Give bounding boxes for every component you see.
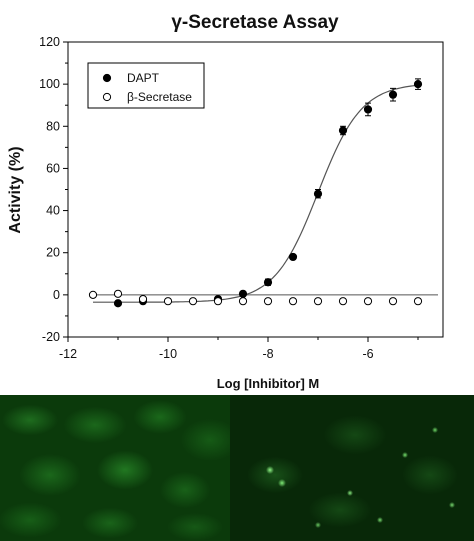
- y-tick-label: 80: [46, 119, 60, 133]
- dapt-point: [288, 252, 298, 262]
- legend-label: β-Secretase: [127, 90, 192, 104]
- y-tick-label: 100: [39, 77, 60, 91]
- beta-secretase-point: [263, 297, 273, 306]
- micrograph-left-image: [0, 395, 230, 541]
- beta-secretase-point: [138, 294, 148, 304]
- y-tick-label: -20: [42, 330, 60, 344]
- dapt-point: [413, 80, 423, 89]
- micrograph-strip: [0, 395, 474, 541]
- y-axis-label: Activity (%): [7, 146, 24, 233]
- dapt-point: [113, 299, 123, 308]
- beta-secretase-point: [213, 297, 223, 306]
- y-tick-label: 120: [39, 35, 60, 49]
- dapt-point: [263, 278, 273, 287]
- dapt-point: [388, 90, 398, 99]
- dapt-fit-curve: [93, 84, 419, 303]
- beta-secretase-point: [313, 297, 323, 306]
- beta-secretase-point: [288, 297, 298, 306]
- dapt-point: [338, 126, 348, 135]
- legend-dapt-marker: [102, 73, 112, 83]
- y-tick-label: 0: [53, 288, 60, 302]
- y-tick-label: 20: [46, 246, 60, 260]
- gamma-secretase-chart: γ-Secretase Assay Log [Inhibitor] M Acti…: [7, 12, 444, 391]
- beta-secretase-point: [188, 297, 198, 306]
- micrograph-right-image: [230, 395, 474, 541]
- beta-secretase-point: [338, 297, 348, 306]
- beta-secretase-point: [363, 297, 373, 306]
- x-axis-label: Log [Inhibitor] M: [217, 376, 320, 391]
- plot-marks: [88, 78, 438, 308]
- x-tick-label: -8: [262, 347, 273, 361]
- beta-secretase-point: [163, 297, 173, 306]
- dapt-point: [363, 105, 373, 114]
- y-tick-label: 40: [46, 204, 60, 218]
- beta-secretase-point: [113, 289, 123, 298]
- axes: -12 -10 -8 -6 -20 0 20 40 60 80 100 120: [39, 35, 444, 361]
- legend: DAPT β-Secretase: [87, 62, 205, 109]
- legend-label: DAPT: [127, 71, 160, 85]
- dapt-point: [313, 189, 323, 198]
- chart-title: γ-Secretase Assay: [171, 12, 339, 33]
- beta-secretase-point: [413, 297, 423, 306]
- dapt-point: [238, 289, 248, 298]
- beta-secretase-point: [88, 290, 98, 299]
- beta-secretase-point: [238, 297, 248, 306]
- chart-area: γ-Secretase Assay Log [Inhibitor] M Acti…: [7, 12, 444, 391]
- legend-beta-marker: [102, 92, 112, 102]
- beta-secretase-point: [388, 297, 398, 306]
- x-tick-label: -12: [59, 347, 77, 361]
- y-tick-label: 60: [46, 161, 60, 175]
- x-tick-label: -10: [159, 347, 177, 361]
- x-tick-label: -6: [362, 347, 373, 361]
